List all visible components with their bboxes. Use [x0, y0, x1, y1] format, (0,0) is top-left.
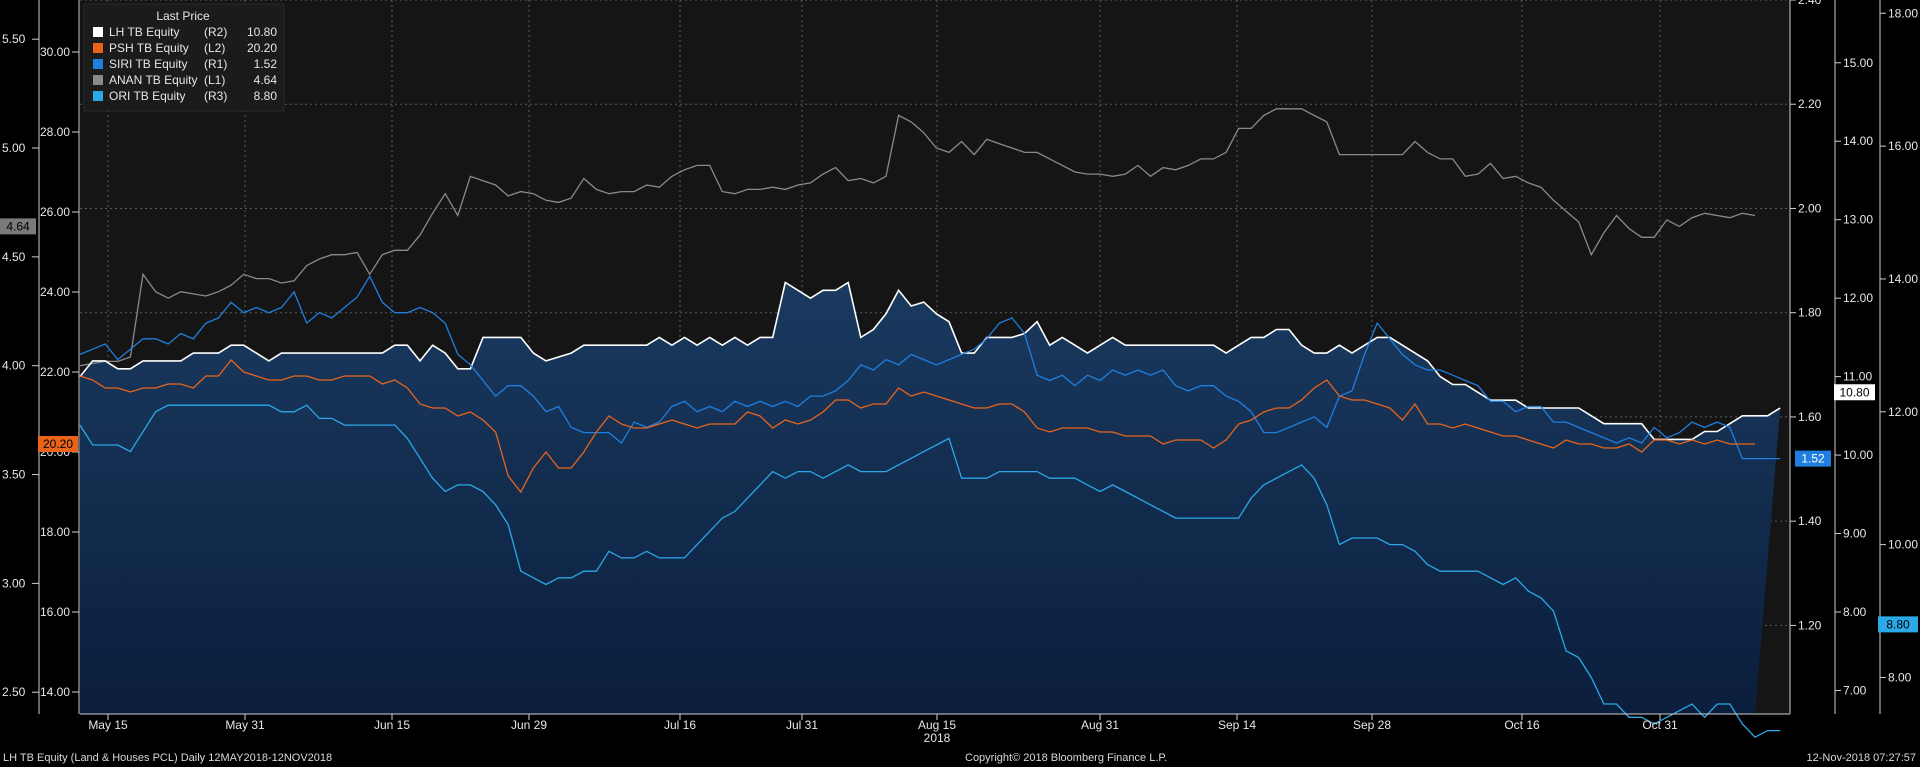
lh-line [79, 281, 1781, 441]
legend-title: Last Price [156, 9, 210, 23]
legend-name-1: PSH TB Equity [109, 41, 189, 55]
r3-tick-label-1: 10.00 [1888, 538, 1918, 552]
r3-tick-label-0: 8.00 [1888, 670, 1912, 684]
r3-tick-label-5: 18.00 [1888, 6, 1918, 20]
x-tick-label-5: Jul 31 [786, 718, 818, 732]
footer-timestamp: 12-Nov-2018 07:27:57 [1806, 752, 1916, 764]
lh-badge-value: 10.80 [1839, 385, 1869, 399]
psh-badge-value: 20.20 [43, 437, 73, 451]
r1-tick-label-1: 1.40 [1798, 514, 1822, 528]
siri-badge-value: 1.52 [1801, 452, 1825, 466]
ori-badge-box [1878, 616, 1918, 633]
l2-tick-label-2: 18.00 [40, 525, 70, 539]
footer-security: LH TB Equity (Land & Houses PCL) Daily 1… [3, 752, 333, 764]
r1-tick-label-2: 1.60 [1798, 410, 1822, 424]
x-tick-label-0: May 15 [88, 718, 128, 732]
legend-axis-1: (L2) [204, 41, 225, 55]
lh-area [80, 282, 1781, 714]
anan-badge-value: 4.64 [6, 219, 30, 233]
r1-tick-label-6: 2.40 [1798, 0, 1822, 7]
l2-tick-label-1: 16.00 [40, 605, 70, 619]
l2-tick-label-7: 28.00 [40, 125, 70, 139]
x-tick-label-10: Oct 16 [1504, 718, 1540, 732]
r2-tick-label-1: 8.00 [1843, 605, 1867, 619]
x-tick-label-4: Jul 16 [664, 718, 696, 732]
legend-name-4: ORI TB Equity [109, 89, 185, 103]
legend-axis-0: (R2) [204, 25, 227, 39]
lh-area-fill [80, 282, 1781, 714]
r1-tick-label-4: 2.00 [1798, 201, 1822, 215]
r3-tick-label-4: 16.00 [1888, 139, 1918, 153]
x-tick-label-9: Sep 28 [1353, 718, 1391, 732]
x-tick-label-1: May 31 [225, 718, 265, 732]
lh-badge-box [1834, 384, 1875, 401]
legend-axis-3: (L1) [204, 73, 225, 87]
psh-line [79, 359, 1755, 494]
siri-line [79, 274, 1781, 460]
r2-tick-label-6: 13.00 [1843, 213, 1873, 227]
legend-name-3: ANAN TB Equity [109, 73, 197, 87]
psh-badge-box [38, 436, 78, 452]
r3-tick-label-3: 14.00 [1888, 272, 1918, 286]
r1-tick-label-5: 2.20 [1798, 97, 1822, 111]
x-axis: May 15 May 31 Jun 15 Jun 29 Jul 16 Jul 31 Aug … [80, 713, 1790, 745]
x-tick-label-11: Oct 31 [1642, 718, 1678, 732]
l1-tick-label-4: 4.50 [2, 250, 26, 264]
x-tick-label-3: Jun 29 [511, 718, 547, 732]
legend: Last Price LH TB Equity (R2) 10.80 PSH TB Eq… [83, 3, 285, 112]
footer-copyright: Copyright© 2018 Bloomberg Finance L.P. [965, 752, 1168, 764]
legend-swatch-1 [93, 43, 103, 53]
r2-tick-label-2: 9.00 [1843, 527, 1867, 541]
legend-swatch-4 [93, 91, 103, 101]
l1-tick-label-2: 3.50 [2, 468, 26, 482]
x-year-label: 2018 [924, 731, 951, 745]
l2-tick-label-4: 22.00 [40, 365, 70, 379]
l2-tick-label-0: 14.00 [40, 685, 70, 699]
legend-name-0: LH TB Equity [109, 25, 179, 39]
l1-tick-label-6: 5.50 [2, 32, 26, 46]
series-lines [79, 108, 1781, 739]
legend-last-2: 1.52 [254, 57, 278, 71]
r2-tick-label-7: 14.00 [1843, 134, 1873, 148]
siri-badge-box [1795, 450, 1831, 467]
x-tick-label-2: Jun 15 [374, 718, 410, 732]
legend-swatch-0 [93, 27, 103, 37]
ori-badge-value: 8.80 [1886, 617, 1910, 631]
legend-last-4: 8.80 [254, 89, 278, 103]
x-tick-label-7: Aug 31 [1081, 718, 1119, 732]
anan-badge-box [0, 218, 36, 235]
l1-tick-label-1: 3.00 [2, 576, 26, 590]
l2-tick-label-6: 26.00 [40, 205, 70, 219]
l2-tick-label-8: 30.00 [40, 45, 70, 59]
r2-tick-label-8: 15.00 [1843, 56, 1873, 70]
x-tick-label-6: Aug 15 [918, 718, 956, 732]
x-tick-label-8: Sep 14 [1218, 718, 1256, 732]
legend-swatch-2 [93, 59, 103, 69]
last-price-badges: 4.64 20.20 10.80 1.52 8.80 [0, 218, 1918, 633]
l1-tick-label-5: 5.00 [2, 141, 26, 155]
r2-tick-label-4: 11.00 [1843, 370, 1872, 384]
r2-tick-label-0: 7.00 [1843, 683, 1867, 697]
right-axes: 1.20 1.40 1.60 1.80 2.00 2.20 2.40 7.00 8.00 9.00… [1789, 0, 1918, 714]
legend-axis-4: (R3) [204, 89, 227, 103]
r1-tick-label-0: 1.20 [1798, 618, 1822, 632]
r3-tick-label-2: 12.00 [1888, 405, 1918, 419]
legend-axis-2: (R1) [204, 57, 227, 71]
legend-last-1: 20.20 [247, 41, 277, 55]
l2-tick-label-5: 24.00 [40, 285, 70, 299]
legend-name-2: SIRI TB Equity [109, 57, 187, 71]
r2-tick-label-5: 12.00 [1843, 291, 1873, 305]
l1-tick-label-3: 4.00 [2, 359, 26, 373]
r2-tick-label-3: 10.00 [1843, 448, 1873, 462]
ori-line [79, 404, 1781, 739]
legend-swatch-3 [93, 75, 103, 85]
anan-line [79, 108, 1756, 367]
left-axes: 2.50 3.00 3.50 4.00 4.50 5.00 5.50 14.00 16.00 18… [2, 0, 80, 714]
r1-tick-label-3: 1.80 [1798, 306, 1822, 320]
legend-box [83, 3, 285, 112]
legend-last-3: 4.64 [254, 73, 278, 87]
l1-tick-label-0: 2.50 [2, 685, 26, 699]
legend-last-0: 10.80 [247, 25, 277, 39]
